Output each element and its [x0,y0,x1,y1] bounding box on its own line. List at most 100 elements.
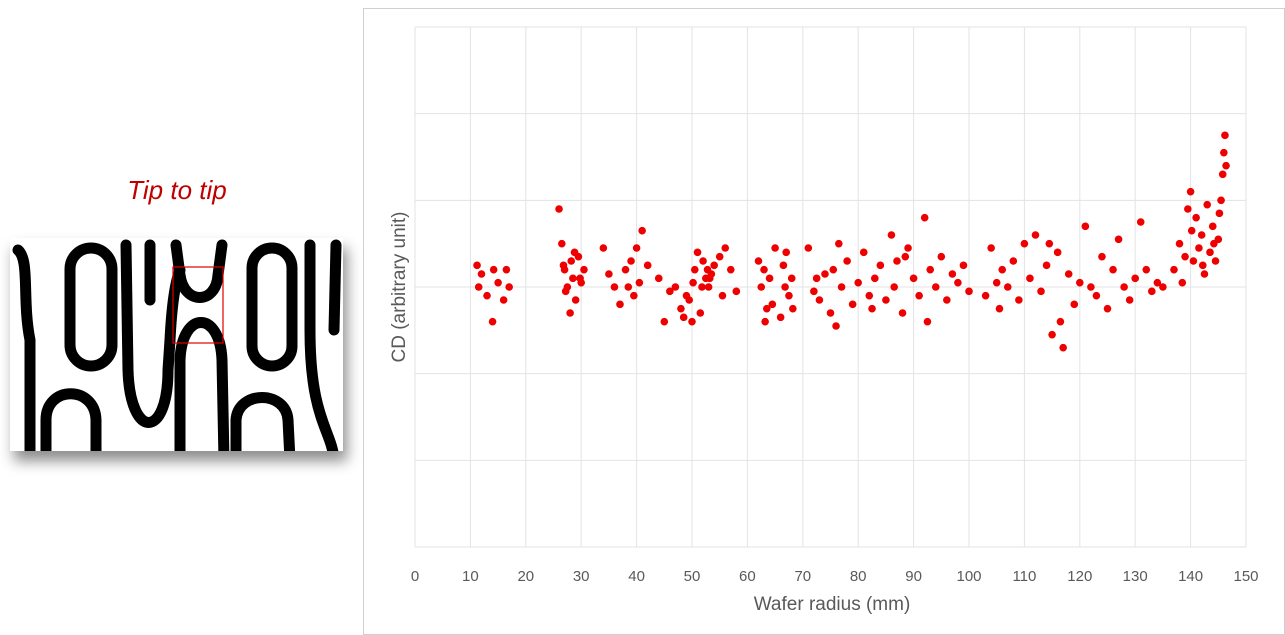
point [1170,265,1178,274]
point [829,265,838,274]
point [760,265,768,274]
point [560,265,569,274]
point [577,278,585,287]
micrograph-panel: Tip to tip [10,175,343,451]
point [698,283,706,291]
point [477,270,486,278]
x-tick-label: 0 [411,568,419,585]
point [1222,161,1230,170]
point [761,317,769,326]
highlight-box [172,266,224,344]
point [1056,317,1065,326]
point [1189,257,1198,265]
point [923,317,932,326]
point [703,265,712,274]
point [865,291,874,300]
point [1037,287,1045,296]
point [992,278,1001,287]
point [1003,283,1012,291]
point [815,296,824,304]
x-tick-label: 50 [684,568,701,585]
point [726,265,735,274]
point [890,283,899,291]
point [624,283,633,291]
point [1125,296,1134,304]
point [502,265,511,274]
point [926,265,935,274]
point [1153,278,1162,287]
point [868,304,876,313]
point [671,283,680,291]
image-caption: Tip to tip [127,175,226,205]
point [474,283,483,291]
point [688,317,696,326]
point [610,283,619,291]
point [566,309,574,317]
point [1131,274,1139,283]
point [1092,291,1101,300]
point [1059,343,1067,352]
point [563,283,572,291]
point [765,274,774,283]
point [1186,187,1195,196]
point [1181,252,1189,261]
point [635,278,644,287]
point [630,291,638,300]
point [771,244,779,252]
chart-frame [363,8,1285,635]
point [489,265,498,274]
x-tick-label: 140 [1178,568,1203,585]
point [1031,231,1040,239]
x-tick-label: 100 [956,568,981,585]
x-tick-label: 90 [905,568,922,585]
point [1220,148,1228,157]
point [571,296,580,304]
point [787,274,796,283]
point [483,291,491,300]
point [859,248,868,257]
point [1200,270,1209,278]
point [715,252,724,261]
x-tick-label: 60 [739,568,756,585]
point [1042,261,1051,270]
point [876,261,885,270]
point [638,226,646,235]
point [1045,239,1054,248]
point [954,278,962,287]
point [555,205,563,213]
point [1217,196,1225,205]
x-tick-label: 20 [517,568,534,585]
point [696,309,705,317]
point [616,300,624,309]
x-tick-label: 120 [1067,568,1092,585]
point [887,231,896,239]
point [832,322,840,330]
point [643,261,652,270]
point [1221,131,1229,140]
point [1026,274,1034,283]
point [679,313,688,322]
point [505,283,513,291]
point [605,270,613,278]
point [779,261,788,270]
point [1197,231,1206,239]
x-tick-label: 110 [1012,568,1036,585]
point [981,291,990,300]
point [666,287,674,296]
hairpin [246,242,298,372]
point [721,244,730,252]
point [871,274,879,283]
point [898,309,907,317]
point [937,252,946,261]
point [882,296,890,304]
point [1087,283,1095,291]
point [699,257,707,265]
point [570,248,579,257]
point [488,317,497,326]
point [1020,239,1029,248]
point [826,309,835,317]
point [677,304,685,313]
point [1114,235,1123,244]
point [1048,330,1056,339]
